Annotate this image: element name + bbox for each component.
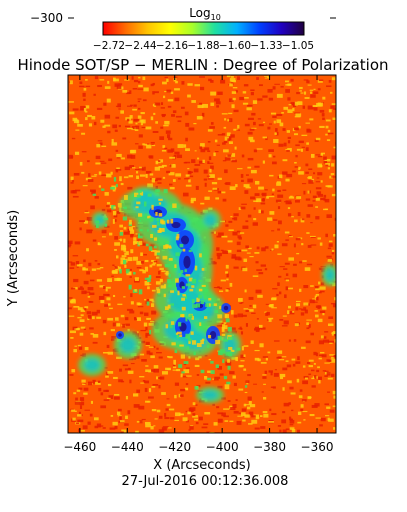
colorbar-tick-labels: −2.72 −2.44 −2.16 −1.88 −1.60 −1.33 −1.05	[93, 40, 314, 52]
x-axis-ticks: −460 −440 −420 −400 −380 −360	[63, 75, 334, 454]
x-tick-label: −440	[111, 440, 144, 454]
colorbar-tick-label: −1.88	[187, 40, 219, 52]
plot-frame	[67, 74, 337, 434]
colorbar-tick-label: −2.16	[156, 40, 188, 52]
colorbar-tick-label: −1.60	[219, 40, 251, 52]
colorbar-label: Log10	[189, 6, 221, 22]
colorbar-tick-label: −2.44	[124, 40, 156, 52]
y-axis-ticks: −300−350−400	[30, 11, 336, 25]
x-tick-label: −420	[158, 440, 191, 454]
x-tick-label: −360	[301, 440, 334, 454]
colorbar-tick-label: −1.05	[282, 40, 314, 52]
x-tick-label: −460	[63, 440, 96, 454]
y-tick-label: −300	[30, 11, 63, 25]
plot-title: Hinode SOT/SP − MERLIN : Degree of Polar…	[17, 56, 388, 74]
timestamp: 27-Jul-2016 00:12:36.008	[122, 474, 289, 489]
x-tick-label: −380	[253, 440, 286, 454]
colorbar	[102, 21, 305, 36]
x-tick-label: −400	[206, 440, 239, 454]
colorbar-tick-label: −1.33	[250, 40, 282, 52]
colorbar-tick-label: −2.72	[93, 40, 125, 52]
y-axis-label: Y (Arcseconds)	[6, 210, 21, 307]
polarization-map	[68, 75, 336, 433]
x-axis-label: X (Arcseconds)	[153, 458, 250, 473]
